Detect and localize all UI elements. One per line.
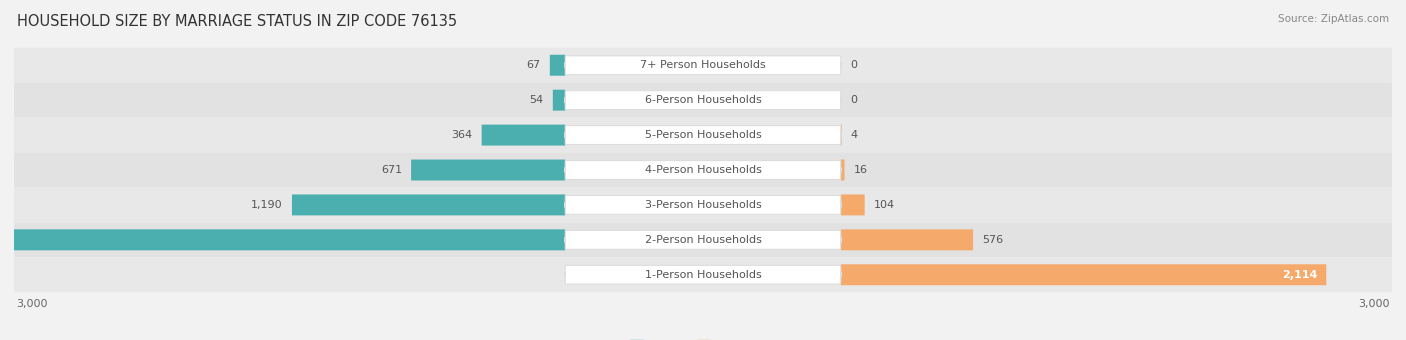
Text: 7+ Person Households: 7+ Person Households	[640, 60, 766, 70]
FancyBboxPatch shape	[565, 265, 841, 284]
FancyBboxPatch shape	[0, 230, 565, 250]
Text: 4-Person Households: 4-Person Households	[644, 165, 762, 175]
FancyBboxPatch shape	[565, 126, 841, 144]
FancyBboxPatch shape	[565, 195, 841, 214]
FancyBboxPatch shape	[565, 231, 841, 249]
Text: 0: 0	[851, 60, 858, 70]
Text: 5-Person Households: 5-Person Households	[644, 130, 762, 140]
FancyBboxPatch shape	[14, 257, 1392, 292]
Text: 104: 104	[875, 200, 896, 210]
Text: 1,190: 1,190	[252, 200, 283, 210]
FancyBboxPatch shape	[841, 194, 865, 216]
FancyBboxPatch shape	[841, 159, 845, 181]
Text: 4: 4	[851, 130, 858, 140]
FancyBboxPatch shape	[565, 56, 841, 75]
Text: 3,000: 3,000	[1358, 299, 1389, 309]
Text: HOUSEHOLD SIZE BY MARRIAGE STATUS IN ZIP CODE 76135: HOUSEHOLD SIZE BY MARRIAGE STATUS IN ZIP…	[17, 14, 457, 29]
Text: Source: ZipAtlas.com: Source: ZipAtlas.com	[1278, 14, 1389, 23]
Text: 2,114: 2,114	[1282, 270, 1317, 280]
FancyBboxPatch shape	[553, 90, 565, 110]
FancyBboxPatch shape	[411, 159, 565, 181]
FancyBboxPatch shape	[14, 118, 1392, 153]
FancyBboxPatch shape	[14, 222, 1392, 257]
Text: 54: 54	[530, 95, 544, 105]
Text: 3,000: 3,000	[17, 299, 48, 309]
FancyBboxPatch shape	[550, 55, 565, 76]
FancyBboxPatch shape	[14, 187, 1392, 222]
FancyBboxPatch shape	[482, 124, 565, 146]
FancyBboxPatch shape	[292, 194, 565, 216]
Text: 1-Person Households: 1-Person Households	[644, 270, 762, 280]
Text: 67: 67	[526, 60, 541, 70]
Text: 16: 16	[853, 165, 868, 175]
Text: 6-Person Households: 6-Person Households	[644, 95, 762, 105]
FancyBboxPatch shape	[565, 91, 841, 109]
Text: 0: 0	[851, 95, 858, 105]
FancyBboxPatch shape	[565, 160, 841, 180]
FancyBboxPatch shape	[14, 153, 1392, 187]
FancyBboxPatch shape	[14, 48, 1392, 83]
Text: 2-Person Households: 2-Person Households	[644, 235, 762, 245]
FancyBboxPatch shape	[841, 230, 973, 250]
Text: 3-Person Households: 3-Person Households	[644, 200, 762, 210]
FancyBboxPatch shape	[14, 83, 1392, 118]
FancyBboxPatch shape	[841, 264, 1326, 285]
Text: 576: 576	[983, 235, 1004, 245]
Text: 364: 364	[451, 130, 472, 140]
Text: 671: 671	[381, 165, 402, 175]
